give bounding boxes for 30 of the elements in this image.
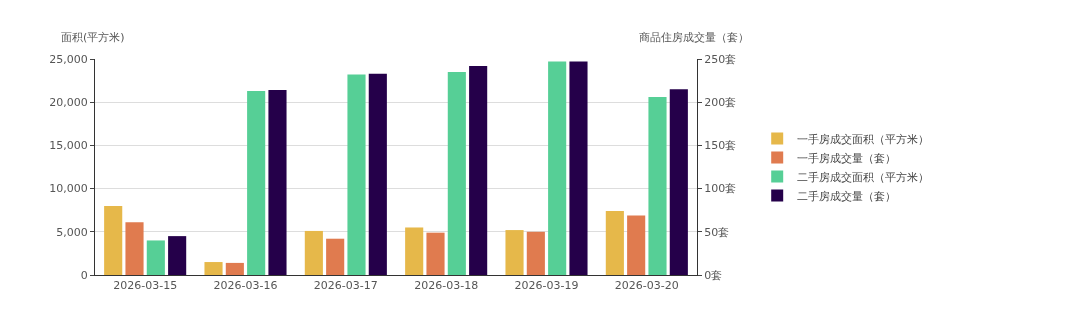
y-tick-label: 5,000 bbox=[56, 225, 88, 239]
bar bbox=[447, 71, 466, 275]
bar bbox=[304, 230, 323, 275]
y-axis-title: 面积(平方米) bbox=[61, 31, 125, 44]
y-tick-label: 0 bbox=[80, 268, 88, 282]
y2-tick-label: 0套 bbox=[704, 268, 723, 282]
legend-label: 一手房成交面积（平方米） bbox=[797, 132, 930, 146]
bar bbox=[605, 211, 624, 275]
y-tick-label: 20,000 bbox=[49, 96, 88, 110]
x-tick-label: 2026-03-20 bbox=[614, 279, 679, 293]
bar bbox=[168, 236, 187, 275]
y2-tick-label: 200套 bbox=[704, 96, 737, 110]
x-tick-label: 2026-03-19 bbox=[514, 279, 579, 293]
y2-axis-title: 商品住房成交量（套） bbox=[639, 31, 749, 44]
legend-label: 二手房成交面积（平方米） bbox=[797, 170, 930, 184]
legend-label: 二手房成交量（套） bbox=[797, 189, 897, 203]
bar bbox=[469, 65, 488, 275]
x-tick-label: 2026-03-16 bbox=[213, 279, 278, 293]
y-tick-label: 10,000 bbox=[49, 182, 88, 196]
y2-tick-label: 100套 bbox=[704, 182, 737, 196]
x-tick-label: 2026-03-15 bbox=[113, 279, 178, 293]
y2-tick-label: 250套 bbox=[704, 52, 737, 66]
bar bbox=[326, 238, 345, 275]
x-tick-label: 2026-03-17 bbox=[313, 279, 378, 293]
y2-tick-label: 50套 bbox=[704, 225, 730, 239]
x-tick-label: 2026-03-18 bbox=[414, 279, 479, 293]
y2-tick-label: 150套 bbox=[704, 139, 737, 153]
y-tick-label: 15,000 bbox=[49, 139, 88, 153]
legend-label: 一手房成交量（套） bbox=[797, 151, 897, 165]
y-tick-label: 25,000 bbox=[49, 52, 88, 66]
